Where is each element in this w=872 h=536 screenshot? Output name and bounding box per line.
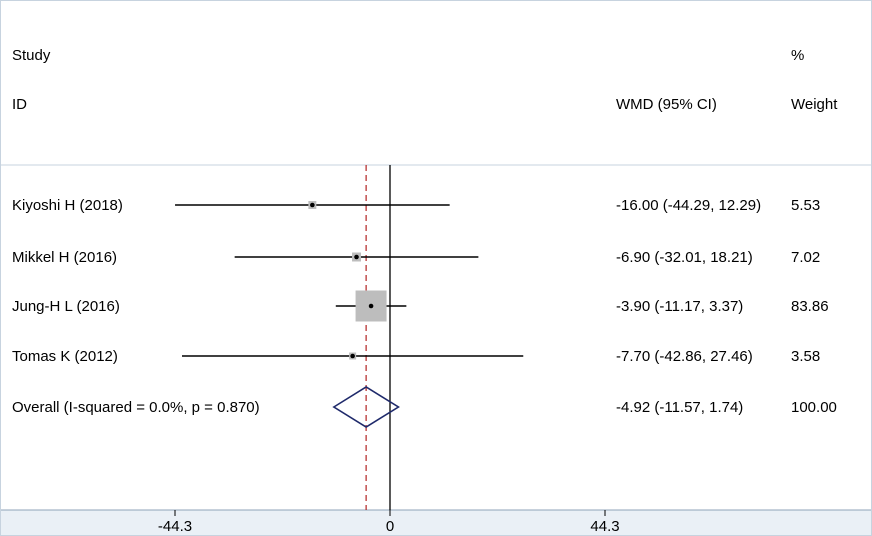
x-tick-label: 0 — [386, 518, 394, 535]
study-header: Study — [12, 47, 51, 64]
study-label: Kiyoshi H (2018) — [12, 197, 123, 214]
forest-labels: Kiyoshi H (2018) -16.00 (-44.29, 12.29) 5.… — [12, 197, 837, 416]
point-estimate — [354, 254, 359, 260]
point-estimate — [310, 202, 315, 208]
percent-header: % — [791, 47, 804, 64]
weight-text: 5.53 — [791, 197, 820, 214]
overall-weight-text: 100.00 — [791, 399, 837, 416]
weight-header: Weight — [791, 96, 838, 113]
weight-text: 7.02 — [791, 249, 820, 266]
weight-text: 83.86 — [791, 298, 829, 315]
effect-estimate-text: -6.90 (-32.01, 18.21) — [616, 249, 753, 266]
study-label: Tomas K (2012) — [12, 348, 118, 365]
point-estimate — [368, 303, 374, 309]
id-header: ID — [12, 96, 27, 113]
point-estimate — [350, 353, 355, 359]
x-tick-label: 44.3 — [590, 518, 619, 535]
x-tick-label: -44.3 — [158, 518, 192, 535]
overall-label: Overall (I-squared = 0.0%, p = 0.870) — [12, 399, 260, 416]
effect-estimate-text: -7.70 (-42.86, 27.46) — [616, 348, 753, 365]
effect-header: WMD (95% CI) — [616, 96, 717, 113]
forest-marks — [175, 165, 524, 510]
effect-estimate-text: -16.00 (-44.29, 12.29) — [616, 197, 761, 214]
study-label: Jung-H L (2016) — [12, 298, 120, 315]
effect-estimate-text: -3.90 (-11.17, 3.37) — [616, 298, 743, 315]
weight-text: 3.58 — [791, 348, 820, 365]
x-axis: -44.3 0 44.3 — [158, 510, 620, 535]
study-label: Mikkel H (2016) — [12, 249, 117, 266]
overall-diamond — [332, 386, 400, 428]
overall-effect-text: -4.92 (-11.57, 1.74) — [616, 399, 743, 416]
axis-band — [1, 510, 871, 535]
